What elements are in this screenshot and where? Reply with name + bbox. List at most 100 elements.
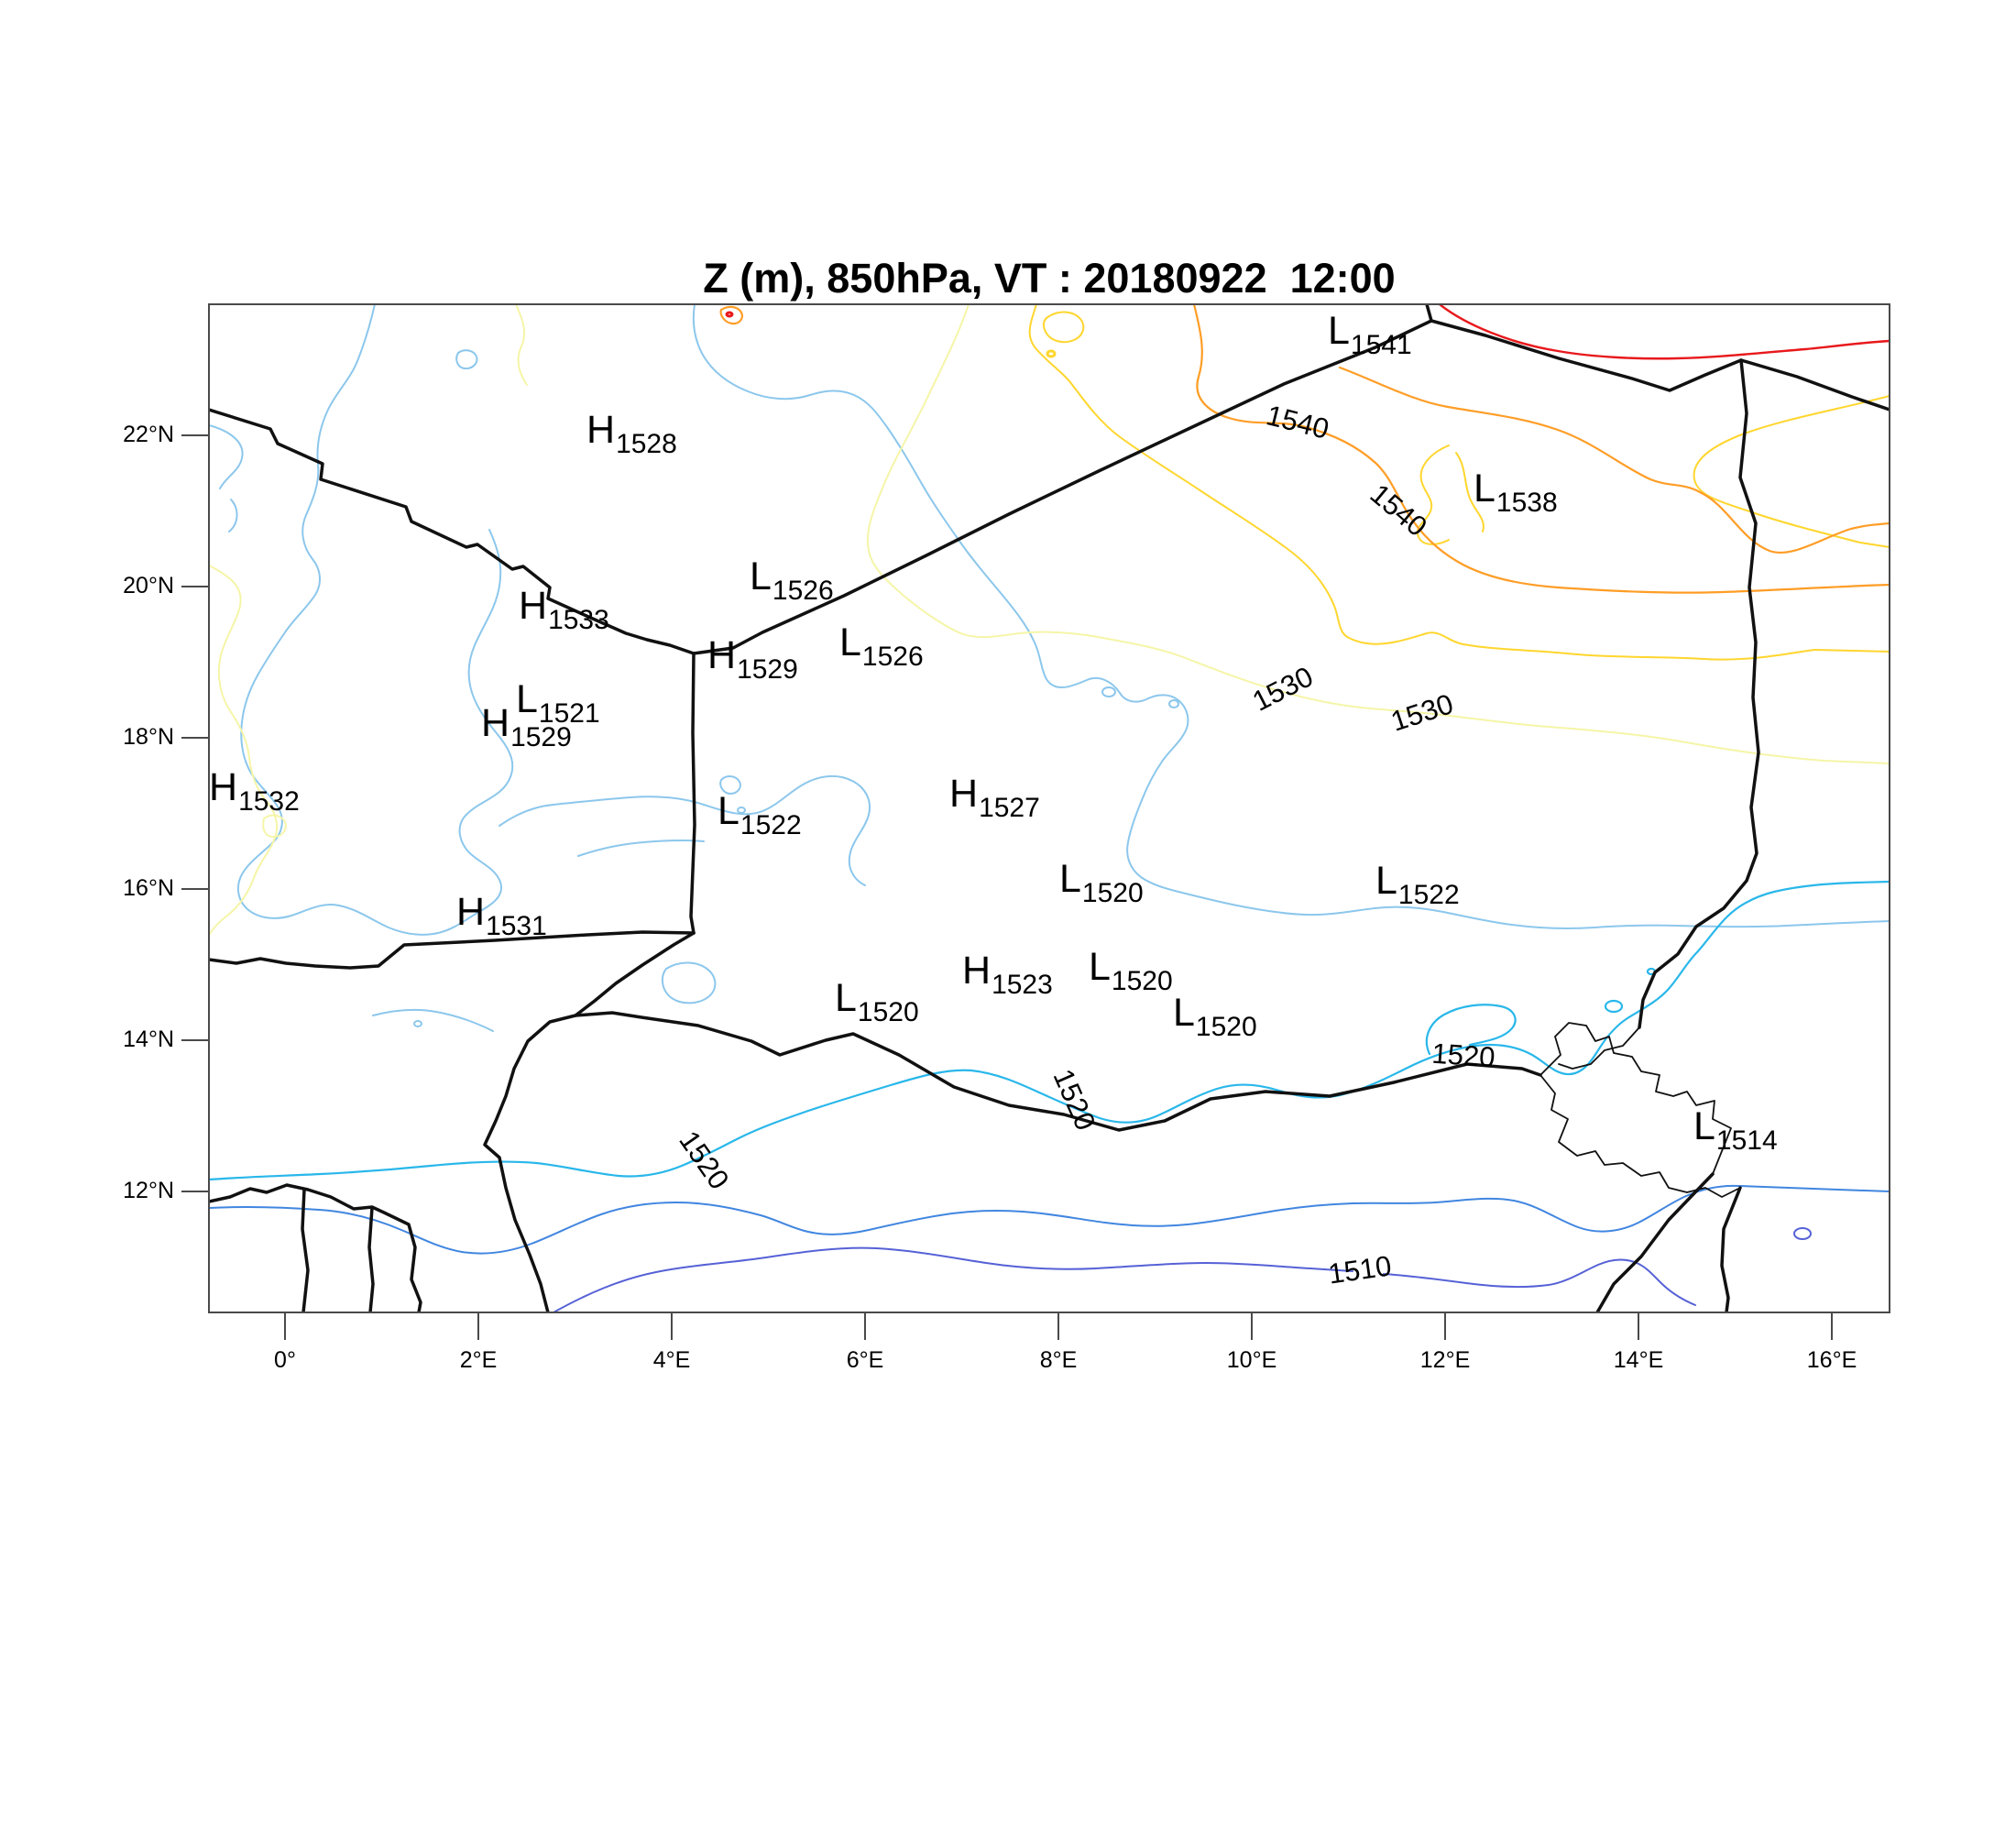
contour-line-gold-f — [1046, 349, 1057, 358]
pressure-letter: L — [1375, 859, 1397, 903]
pressure-center-L1520: L1520 — [835, 979, 919, 1026]
pressure-center-L1522: L1522 — [718, 792, 802, 840]
axis-layer — [181, 434, 1833, 1340]
contour-line-blueviolet-b — [1383, 1258, 1696, 1306]
contour-line-border-m — [367, 1206, 375, 1312]
contour-line-border-a — [209, 408, 696, 655]
pressure-letter: L — [835, 976, 857, 1020]
pressure-value: 1533 — [548, 605, 609, 635]
contour-line-lightblue-f — [719, 775, 741, 795]
contour-line-border-f — [1638, 358, 1760, 1029]
pressure-center-L1538: L1538 — [1474, 469, 1558, 517]
contour-line-gold-a — [1028, 304, 1890, 661]
contour-line-border-c — [1425, 304, 1433, 323]
pressure-letter: L — [1089, 945, 1111, 989]
pressure-value: 1529 — [737, 654, 798, 685]
contour-line-gold-d — [1455, 452, 1485, 532]
contour-line-border-e — [1739, 358, 1890, 412]
pressure-letter: L — [1693, 1104, 1715, 1148]
pressure-center-H1529: H1529 — [481, 704, 572, 752]
contour-line-border-j — [574, 1011, 1542, 1132]
contour-line-lightblue-n — [413, 1020, 422, 1027]
lon-tick-label: 10°E — [1226, 1347, 1277, 1373]
pressure-center-L1521: L1521 — [516, 680, 600, 728]
map-frame — [208, 303, 1890, 1313]
pressure-value: 1529 — [510, 722, 572, 752]
pressure-value: 1520 — [1081, 878, 1144, 908]
contour-line-blueviolet-c — [1793, 1227, 1812, 1240]
lon-tick-label: 2°E — [459, 1347, 498, 1373]
pressure-value: 1522 — [1397, 880, 1460, 910]
pressure-center-L1520: L1520 — [1173, 993, 1257, 1041]
pressure-center-L1526: L1526 — [839, 623, 924, 671]
contour-line-lightblue-i — [1101, 686, 1116, 697]
lon-tick-label: 16°E — [1806, 1347, 1857, 1373]
contour-line-border-o — [1720, 1186, 1742, 1312]
pressure-value: 1531 — [486, 911, 547, 941]
contour-line-lightblue-c — [209, 424, 244, 489]
contour-line-border-d — [1430, 319, 1743, 392]
lon-tick-label: 14°E — [1613, 1347, 1664, 1373]
pressure-center-L1520: L1520 — [1059, 860, 1144, 907]
contour-line-red-b — [725, 311, 734, 318]
lon-tick-label: 12°E — [1419, 1347, 1471, 1373]
contour-level-label-1520: 1520 — [1430, 1037, 1496, 1074]
contour-line-lightblue-e — [499, 775, 871, 886]
pressure-value: 1527 — [979, 793, 1040, 823]
pressure-letter: H — [209, 765, 238, 809]
contour-lines-layer — [209, 304, 1890, 1312]
pressure-letter: H — [519, 584, 548, 628]
contour-line-border-i — [483, 931, 696, 1312]
contour-line-paleyellow-c — [515, 304, 528, 386]
pressure-value: 1526 — [772, 576, 834, 606]
contour-line-lightblue-m — [372, 1008, 494, 1032]
lat-tick-label: 14°N — [123, 1026, 174, 1052]
pressure-value: 1514 — [1715, 1125, 1778, 1156]
contour-line-lightblue-b — [455, 349, 478, 370]
pressure-center-H1531: H1531 — [456, 893, 547, 940]
contour-line-lightblue-d — [228, 499, 238, 532]
contour-line-orange-b — [1192, 304, 1890, 594]
pressure-letter: L — [750, 554, 772, 598]
contour-line-gold-e — [1693, 395, 1890, 548]
pressure-letter: L — [516, 677, 538, 721]
pressure-center-L1522: L1522 — [1375, 862, 1460, 909]
contour-line-border-n — [1595, 1172, 1715, 1312]
pressure-center-H1532: H1532 — [209, 768, 300, 816]
contour-line-border-thin-b — [1539, 1074, 1741, 1198]
pressure-letter: L — [839, 620, 861, 664]
contour-line-lightblue-h — [692, 304, 1890, 929]
contour-line-paleyellow-a — [209, 565, 279, 935]
pressure-letter: L — [1474, 466, 1496, 510]
pressure-value: 1526 — [861, 642, 924, 672]
pressure-value: 1523 — [992, 970, 1053, 1000]
pressure-center-H1523: H1523 — [962, 951, 1053, 999]
lat-tick-label: 12°N — [123, 1177, 174, 1203]
contour-line-border-thin-c — [1558, 1026, 1640, 1070]
pressure-value: 1521 — [538, 698, 600, 729]
pressure-center-H1533: H1533 — [519, 587, 609, 634]
pressure-center-L1541: L1541 — [1328, 312, 1412, 359]
pressure-letter: H — [586, 408, 616, 452]
pressure-center-L1514: L1514 — [1693, 1107, 1778, 1155]
contour-line-border-b — [692, 319, 1433, 655]
pressure-center-H1528: H1528 — [586, 411, 677, 458]
pressure-letter: L — [718, 789, 740, 833]
contour-line-lightblue-k — [577, 839, 705, 857]
pressure-letter: H — [481, 701, 510, 745]
contour-line-blueviolet-a — [553, 1246, 1353, 1312]
contour-line-lightblue-g — [737, 807, 746, 814]
pressure-letter: H — [949, 772, 979, 816]
contour-line-red-a — [1438, 304, 1890, 360]
contour-line-border-thin-a — [1539, 1022, 1732, 1175]
pressure-value: 1528 — [616, 429, 677, 459]
contour-line-lightblue-l — [661, 961, 717, 1004]
pressure-value: 1541 — [1350, 330, 1412, 360]
contour-line-cyan-c — [1604, 999, 1624, 1014]
contour-line-cyan-a — [209, 880, 1890, 1181]
pressure-letter: H — [456, 890, 486, 934]
contour-line-orange-a — [1338, 366, 1890, 554]
pressure-value: 1520 — [1111, 966, 1173, 996]
